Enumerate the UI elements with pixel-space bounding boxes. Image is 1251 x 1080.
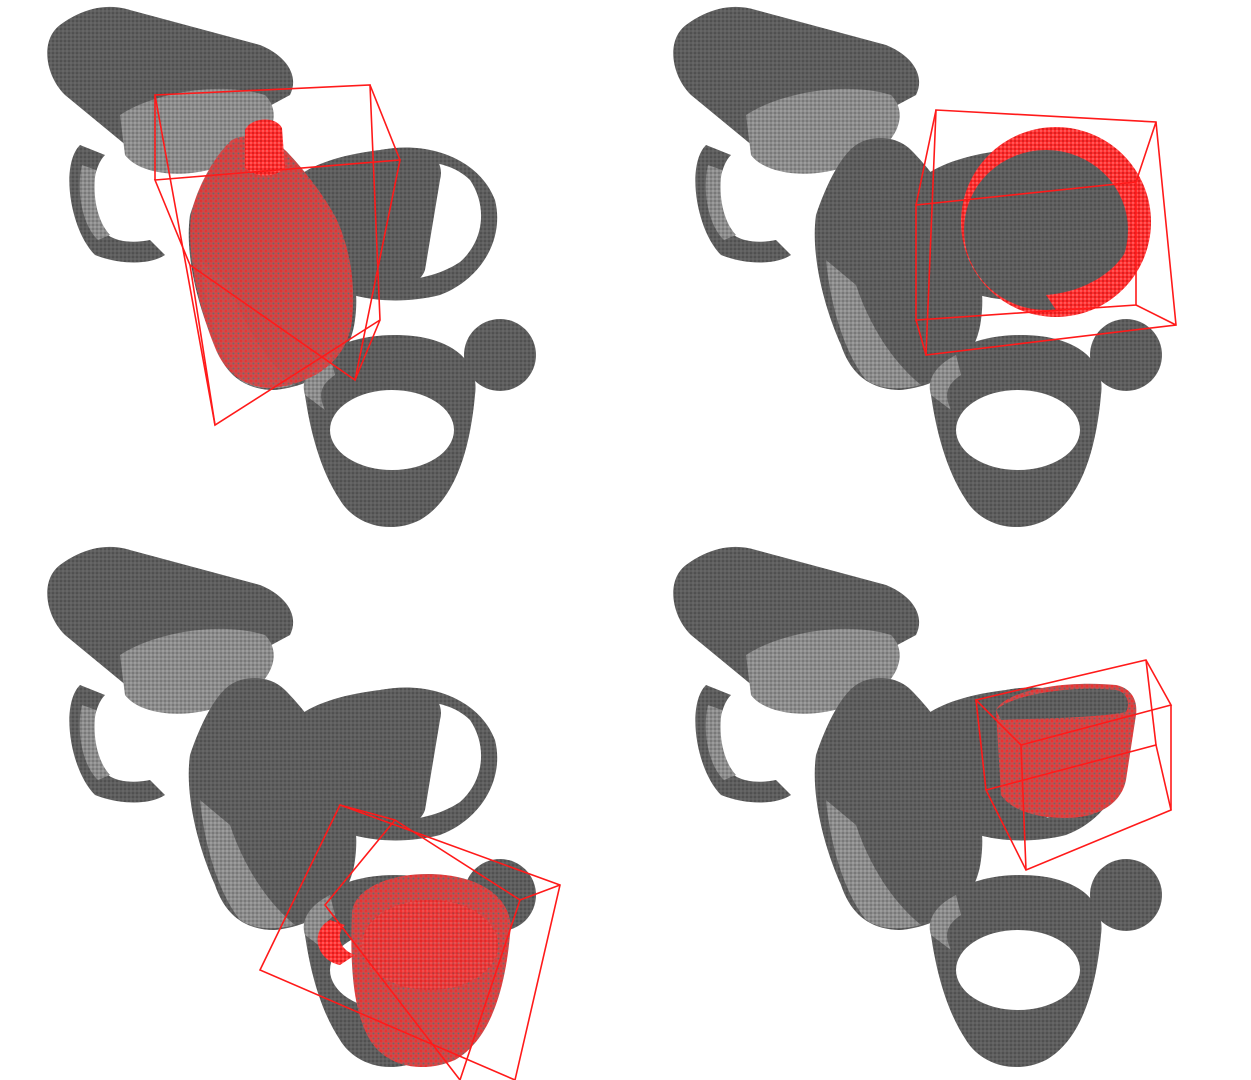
bottle-highlight [190,136,354,388]
panel-box [626,540,1251,1080]
bounding-box [153,84,401,427]
point-cloud-view [47,6,537,528]
point-cloud-view [673,546,1173,1068]
point-cloud-view [673,6,1177,528]
panel-bottle [0,0,625,540]
bounding-box [258,804,561,1080]
point-cloud-view [47,546,561,1080]
panel-mug [0,540,625,1080]
bounding-box [915,109,1177,356]
bounding-box [974,659,1173,872]
panel-bowl [626,0,1251,540]
